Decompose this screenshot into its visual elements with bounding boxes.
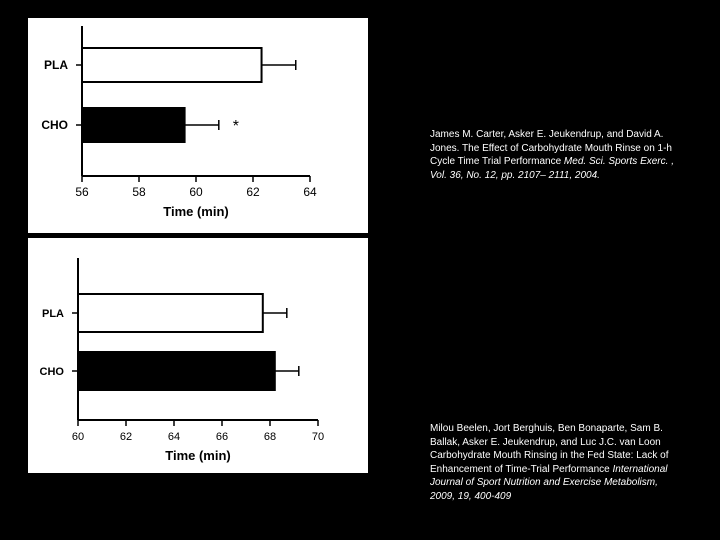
svg-text:58: 58 bbox=[132, 185, 146, 199]
svg-text:70: 70 bbox=[312, 431, 324, 443]
svg-text:62: 62 bbox=[120, 431, 132, 443]
svg-text:64: 64 bbox=[168, 431, 180, 443]
svg-text:66: 66 bbox=[216, 431, 228, 443]
svg-text:Time (min): Time (min) bbox=[165, 448, 231, 463]
chart-svg-beelen: 60 62 64 66 68 70 Time (min) PLA CHO bbox=[28, 238, 368, 473]
svg-text:Time (min): Time (min) bbox=[163, 204, 229, 219]
svg-text:CHO: CHO bbox=[40, 366, 65, 378]
citation-carter: James M. Carter, Asker E. Jeukendrup, an… bbox=[430, 128, 675, 182]
chart-panel-carter: 56 58 60 62 64 Time (min) PLA CHO * bbox=[28, 18, 368, 233]
svg-text:CHO: CHO bbox=[41, 118, 68, 132]
svg-text:62: 62 bbox=[246, 185, 260, 199]
svg-text:60: 60 bbox=[72, 431, 84, 443]
svg-text:64: 64 bbox=[303, 185, 317, 199]
citation-beelen: Milou Beelen, Jort Berghuis, Ben Bonapar… bbox=[430, 422, 675, 503]
svg-text:PLA: PLA bbox=[44, 58, 68, 72]
chart-svg-carter: 56 58 60 62 64 Time (min) PLA CHO * bbox=[28, 18, 368, 233]
chart-panel-beelen: 60 62 64 66 68 70 Time (min) PLA CHO bbox=[28, 238, 368, 473]
svg-text:*: * bbox=[233, 118, 239, 135]
svg-text:68: 68 bbox=[264, 431, 276, 443]
svg-text:60: 60 bbox=[189, 185, 203, 199]
svg-text:56: 56 bbox=[75, 185, 89, 199]
svg-text:PLA: PLA bbox=[42, 308, 64, 320]
